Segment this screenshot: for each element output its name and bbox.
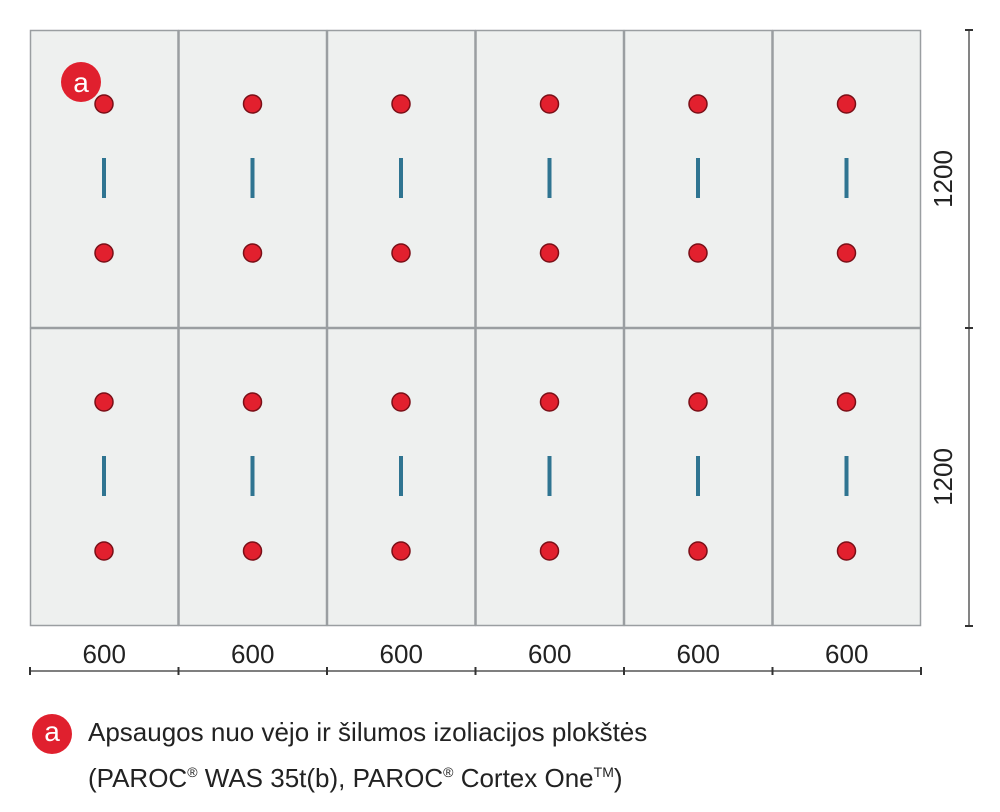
insulation-boards — [29, 29, 922, 627]
legend-text-paroc-1: (PAROC — [88, 763, 188, 793]
horizontal-dimension-label: 600 — [528, 639, 571, 669]
fastener-dot — [688, 94, 708, 114]
fastener-dot — [391, 243, 411, 263]
dimension-lines: 600 600 600 600 600 600 1200 1200 — [29, 29, 973, 675]
fasteners — [94, 94, 857, 561]
marker-a-label: a — [73, 67, 89, 98]
horizontal-dimension-label: 600 — [83, 639, 126, 669]
fastener-dot — [539, 541, 560, 561]
registered-mark-1: ® — [187, 764, 198, 780]
fastener-dot — [539, 94, 560, 114]
fastener-dot — [539, 392, 560, 412]
fastener-dot — [836, 541, 857, 561]
fastener-dot — [94, 541, 114, 561]
legend-badge-a: a — [32, 714, 72, 754]
fastener-dot — [688, 243, 708, 263]
vertical-dimension-label: 1200 — [928, 448, 958, 506]
fastener-dot — [539, 243, 560, 263]
fastener-dot — [242, 392, 263, 412]
fastener-dot — [94, 243, 114, 263]
fastener-dot — [688, 541, 708, 561]
legend-text-close: ) — [613, 763, 623, 793]
fastener-dot — [242, 243, 263, 263]
horizontal-dimension-label: 600 — [380, 639, 423, 669]
fastener-dot — [391, 392, 411, 412]
horizontal-dimension-label: 600 — [677, 639, 720, 669]
horizontal-dimension-label: 600 — [825, 639, 868, 669]
fastener-dot — [242, 94, 263, 114]
legend-text-cortex: Cortex One — [453, 763, 594, 793]
fastener-dot — [836, 94, 857, 114]
legend-text: Apsaugos nuo vėjo ir šilumos izoliacijos… — [88, 712, 647, 798]
marker-a-badge — [61, 62, 101, 102]
fastener-dot — [688, 392, 708, 412]
legend-line-2: (PAROC® WAS 35t(b), PAROC® Cortex OneTM) — [88, 752, 647, 798]
legend-line-1: Apsaugos nuo vėjo ir šilumos izoliacijos… — [88, 717, 648, 747]
fastening-diagram: a 600 600 600 600 600 600 1200 1200 — [29, 29, 973, 675]
fastener-dot — [836, 392, 857, 412]
trademark-mark: TM — [593, 764, 614, 780]
fastener-dot — [94, 94, 114, 114]
fastener-dot — [391, 94, 411, 114]
joint-marks — [102, 158, 849, 496]
fastener-dot — [836, 243, 857, 263]
registered-mark-2: ® — [443, 764, 454, 780]
legend-text-was: WAS 35t(b), PAROC — [197, 763, 444, 793]
fastener-dot — [242, 541, 263, 561]
horizontal-dimension-label: 600 — [231, 639, 274, 669]
marker-a: a — [61, 62, 101, 102]
fastener-dot — [391, 541, 411, 561]
fastener-dot — [94, 392, 114, 412]
vertical-dimension-label: 1200 — [928, 150, 958, 208]
